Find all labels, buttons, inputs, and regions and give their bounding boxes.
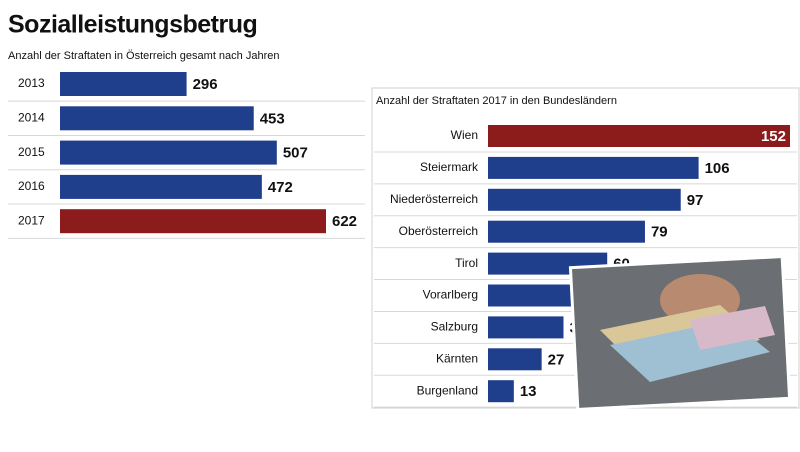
bar	[488, 348, 542, 371]
bar	[60, 174, 262, 199]
category-label: Burgenland	[417, 383, 478, 397]
bar	[60, 106, 254, 131]
value-label: 97	[687, 192, 704, 209]
category-label: Oberösterreich	[399, 224, 478, 238]
chart-title: Sozialleistungsbetrug	[8, 11, 257, 39]
bar	[488, 380, 514, 403]
bar	[488, 316, 564, 339]
bar	[60, 140, 277, 165]
value-label: 453	[260, 110, 285, 127]
bar	[60, 72, 187, 96]
value-label: 13	[520, 383, 537, 400]
category-label: Niederösterreich	[390, 192, 478, 206]
category-label: 2017	[18, 213, 45, 227]
bar	[488, 220, 645, 243]
bar	[488, 284, 588, 307]
bar	[60, 209, 326, 234]
category-label: 2014	[18, 110, 45, 124]
category-label: Wien	[451, 128, 478, 142]
panel-subtitle: Anzahl der Straftaten 2017 in den Bundes…	[376, 95, 617, 107]
value-label: 296	[193, 76, 218, 93]
bar	[488, 156, 699, 179]
photo	[568, 254, 792, 412]
bar	[488, 188, 681, 211]
category-label: 2015	[18, 145, 45, 159]
category-label: Steiermark	[420, 160, 479, 174]
value-label: 152	[761, 128, 786, 145]
value-label: 106	[705, 160, 730, 177]
category-label: 2013	[18, 76, 45, 90]
value-label: 507	[283, 145, 308, 162]
bar	[488, 125, 790, 147]
category-label: Tirol	[455, 256, 478, 270]
value-label: 27	[548, 351, 565, 368]
category-label: Vorarlberg	[423, 288, 478, 302]
category-label: 2016	[18, 179, 45, 193]
category-label: Kärnten	[436, 351, 478, 365]
chart-subtitle: Anzahl der Straftaten in Österreich gesa…	[8, 50, 279, 62]
photo-banknote	[690, 306, 775, 350]
category-label: Salzburg	[431, 320, 478, 334]
value-label: 79	[651, 224, 668, 241]
value-label: 622	[332, 213, 357, 230]
value-label: 472	[268, 179, 293, 196]
